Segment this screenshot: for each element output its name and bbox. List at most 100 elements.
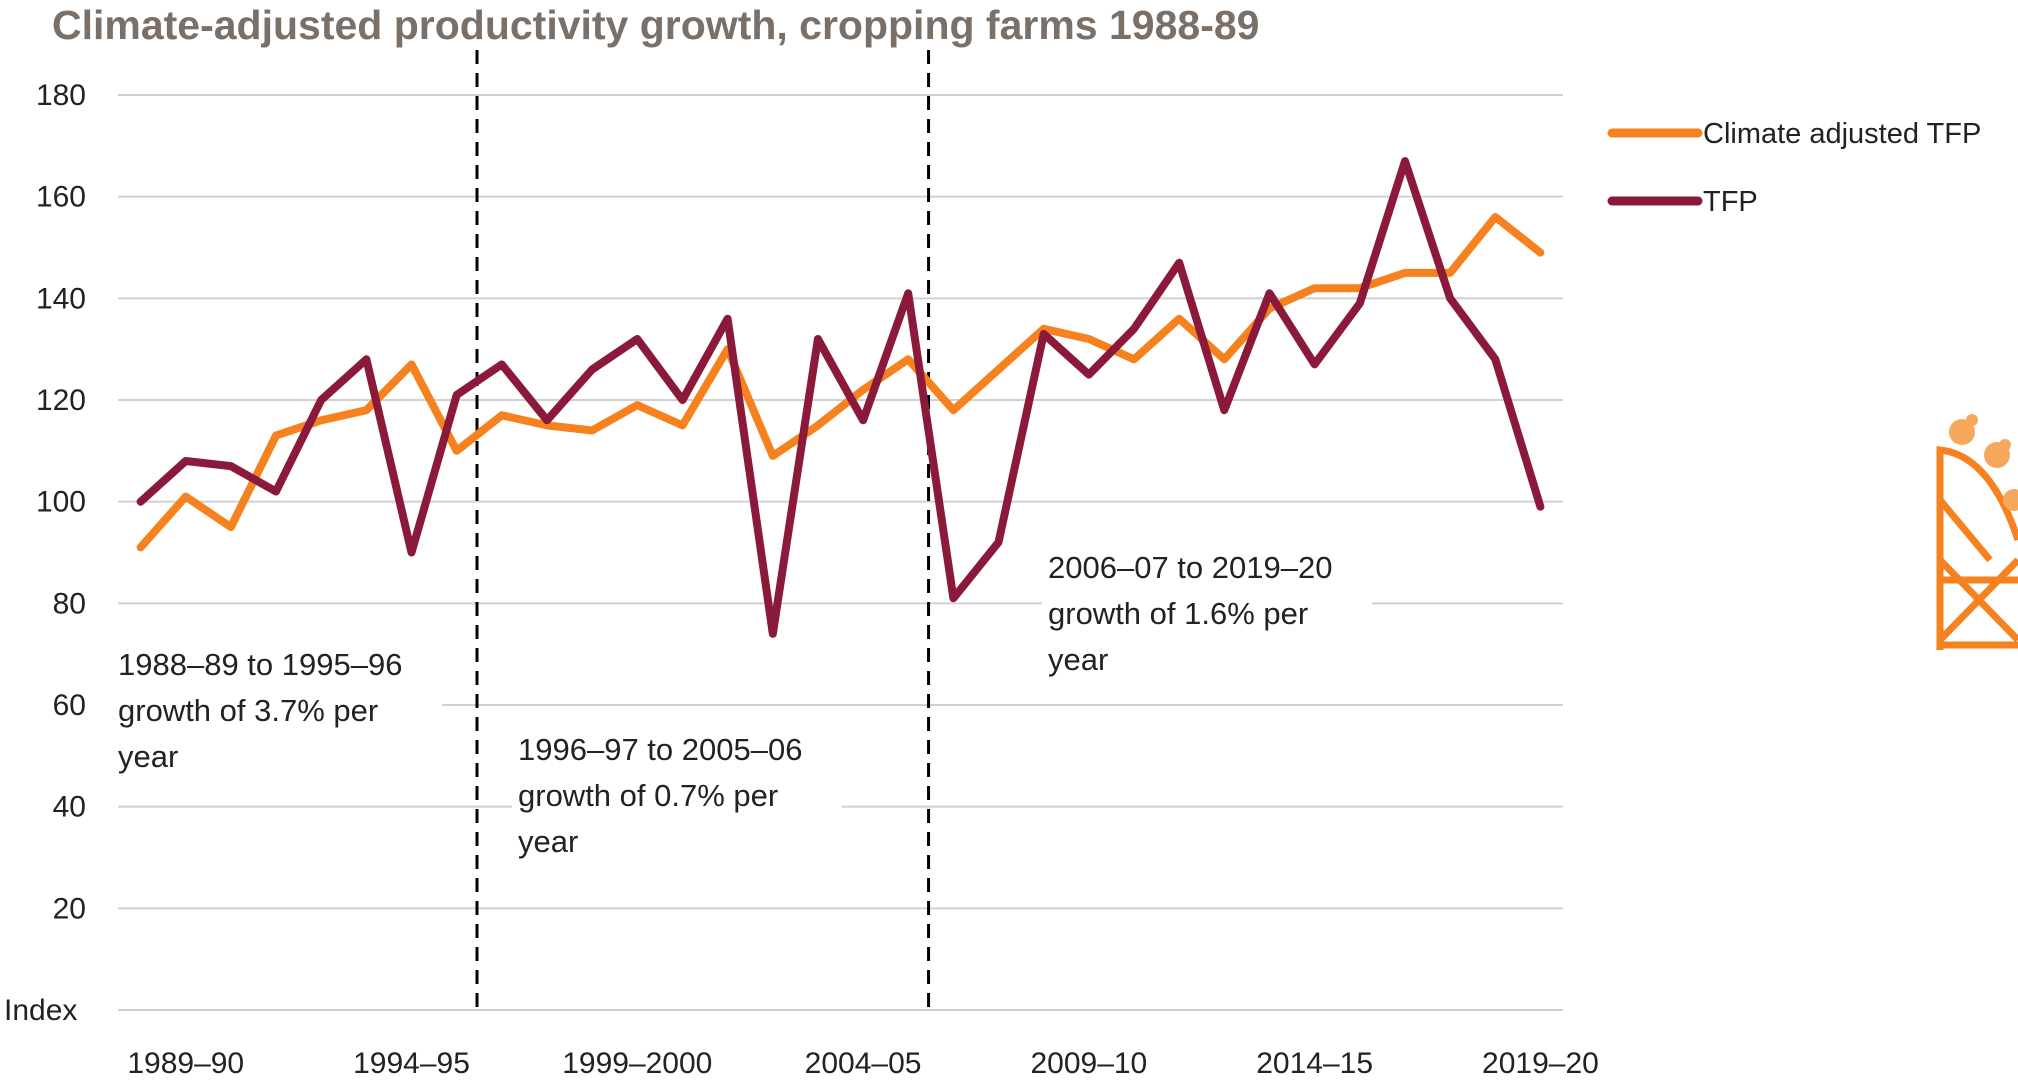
data-point <box>1178 318 1180 320</box>
data-point <box>275 491 277 492</box>
growth-annotation: 1988–89 to 1995–96 growth of 3.7% per year <box>112 641 442 781</box>
legend: Climate adjusted TFP TFP <box>1607 118 1981 218</box>
data-point <box>456 394 458 396</box>
data-point <box>1268 292 1270 294</box>
growth-annotation: 1996–97 to 2005–06 growth of 0.7% per year <box>512 726 842 866</box>
data-point <box>1223 409 1225 411</box>
data-point <box>411 363 413 365</box>
data-point <box>636 338 638 340</box>
data-point <box>1539 506 1541 508</box>
data-point <box>817 338 819 340</box>
y-tick-label: 120 <box>36 384 86 417</box>
legend-label: Climate adjusted TFP <box>1703 118 1981 150</box>
x-tick-label: 2014–15 <box>1256 1047 1373 1080</box>
data-point <box>998 541 1000 543</box>
x-tick-label: 2019–20 <box>1482 1047 1599 1080</box>
series-line <box>136 157 1545 638</box>
y-tick-label: 80 <box>53 587 86 620</box>
y-tick-label: 180 <box>36 79 86 112</box>
data-point <box>1404 272 1406 274</box>
data-point <box>1539 252 1541 254</box>
annotation-line: growth of 3.7% per <box>118 693 378 728</box>
data-point <box>862 419 864 421</box>
legend-label: TFP <box>1703 186 1758 218</box>
data-point <box>501 363 503 365</box>
data-point <box>1359 287 1361 289</box>
data-point <box>456 450 458 452</box>
annotation-line: 2006–07 to 2019–20 <box>1048 550 1332 585</box>
data-point <box>320 419 322 421</box>
y-tick-label: 140 <box>36 282 86 315</box>
data-point <box>1404 160 1406 162</box>
x-tick-label: 1994–95 <box>353 1047 470 1080</box>
data-point <box>1088 338 1090 340</box>
data-point <box>1359 302 1361 304</box>
data-point <box>546 424 548 426</box>
annotation-line: growth of 1.6% per <box>1048 596 1308 631</box>
x-axis-ticks: 1989–90 1994–95 1999–2000 2004–05 2009–10 201… <box>127 1047 1598 1080</box>
data-point <box>230 526 232 528</box>
data-point <box>365 409 367 411</box>
data-point <box>907 292 909 294</box>
data-point <box>140 546 142 548</box>
annotation-line: year <box>1048 642 1108 677</box>
x-tick-label: 2004–05 <box>805 1047 922 1080</box>
data-point <box>320 399 322 401</box>
data-point <box>1268 308 1270 309</box>
data-point <box>591 430 593 431</box>
data-point <box>501 414 503 416</box>
roller-coaster-icon <box>1936 414 2018 650</box>
data-point <box>546 419 548 421</box>
data-point <box>727 348 729 350</box>
growth-annotation: 2006–07 to 2019–20 growth of 1.6% per year <box>1042 544 1372 684</box>
data-point <box>907 358 909 360</box>
growth-annotations: 1988–89 to 1995–96 growth of 3.7% per year… <box>112 544 1372 866</box>
x-tick-label: 1989–90 <box>127 1047 244 1080</box>
data-point <box>185 460 187 462</box>
data-point <box>681 424 683 426</box>
data-point <box>591 369 593 370</box>
data-point <box>1223 358 1225 360</box>
data-point <box>1449 297 1451 299</box>
data-point <box>1043 328 1045 330</box>
data-point <box>1314 363 1316 365</box>
data-point <box>636 404 638 406</box>
data-point <box>140 501 142 503</box>
y-axis-ticks: 20 40 60 80 100 120 140 160 180 Index <box>4 79 86 1027</box>
data-point <box>772 455 774 457</box>
data-point <box>1449 272 1451 274</box>
data-point <box>1133 328 1135 330</box>
data-point <box>1494 216 1496 218</box>
y-tick-label: 40 <box>53 791 86 824</box>
annotation-line: growth of 0.7% per <box>518 778 778 813</box>
data-point <box>952 409 954 411</box>
data-point <box>1314 287 1316 289</box>
data-point <box>772 633 774 635</box>
data-point <box>862 389 864 391</box>
data-point <box>275 435 277 437</box>
annotation-line: year <box>118 739 178 774</box>
data-point <box>1178 262 1180 264</box>
series-lines <box>136 157 1545 638</box>
data-point <box>411 552 413 553</box>
data-point <box>952 597 954 599</box>
annotation-line: year <box>518 824 578 859</box>
y-tick-label: 100 <box>36 486 86 519</box>
y-axis-label: Index <box>4 994 77 1027</box>
data-point <box>727 318 729 320</box>
data-point <box>998 369 1000 370</box>
data-point <box>185 496 187 498</box>
data-point <box>365 358 367 360</box>
data-point <box>817 424 819 426</box>
y-tick-label: 60 <box>53 689 86 722</box>
y-tick-label: 160 <box>36 181 86 214</box>
annotation-line: 1996–97 to 2005–06 <box>518 732 802 767</box>
data-point <box>1133 358 1135 360</box>
annotation-line: 1988–89 to 1995–96 <box>118 647 402 682</box>
chart-title: Climate-adjusted productivity growth, cr… <box>52 2 1260 48</box>
x-tick-label: 2009–10 <box>1030 1047 1147 1080</box>
x-tick-label: 1999–2000 <box>562 1047 712 1080</box>
y-tick-label: 20 <box>53 892 86 925</box>
data-point <box>230 465 232 467</box>
